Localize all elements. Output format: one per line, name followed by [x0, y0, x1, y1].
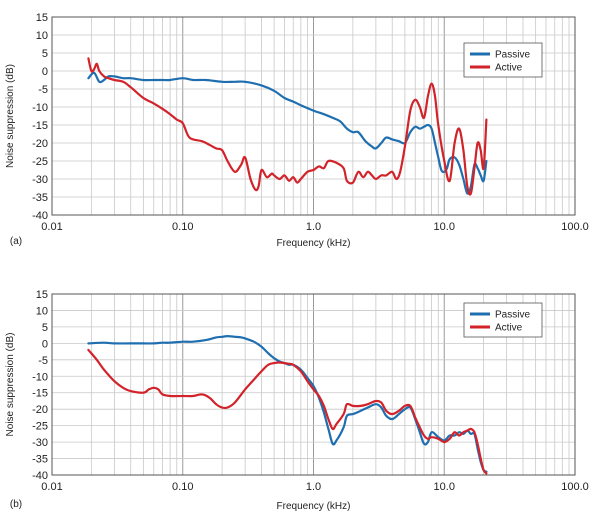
y-axis-label: Noise suppression (dB) — [5, 64, 16, 168]
y-tick-label: 10 — [36, 305, 48, 317]
plot-frame — [51, 293, 576, 476]
panel-label: (a) — [10, 236, 22, 247]
chart-panel-a: 15 10 5 0 -5 -10 -15 -20 -25 -30 -35 -400.01 0.10 1.0… — [5, 12, 589, 249]
series-line-passive — [87, 71, 488, 195]
legend-box — [463, 42, 543, 78]
x-tick-label: 0.01 — [41, 221, 62, 233]
y-tick-label: 5 — [42, 48, 48, 60]
y-tick-label: 15 — [36, 12, 48, 24]
y-tick-label: -15 — [32, 388, 48, 400]
legend-label-active: Active — [495, 63, 523, 74]
x-tick-label: 10.0 — [434, 221, 455, 233]
x-tick-label: 10.0 — [434, 481, 455, 493]
plot-frame — [51, 16, 576, 216]
chart-panel-b: 15 10 5 0 -5 -10 -15 -20 -25 -30 -35 -400.01 0.10 1.0… — [5, 289, 589, 512]
y-tick-label: -15 — [32, 120, 48, 132]
y-axis-label: Noise suppression (dB) — [5, 333, 16, 437]
series-line-active — [87, 348, 488, 475]
y-tick-label: -10 — [32, 371, 48, 383]
x-tick-label: 1.0 — [306, 221, 321, 233]
legend-label-active: Active — [495, 323, 523, 334]
x-axis-label: Frequency (kHz) — [277, 501, 351, 512]
panel-label: (b) — [10, 499, 22, 510]
y-tick-label: -25 — [32, 421, 48, 433]
x-tick-label: 100.0 — [561, 221, 589, 233]
series-line-active — [87, 57, 488, 196]
legend-box — [463, 302, 543, 338]
y-tick-label: -35 — [32, 454, 48, 466]
x-tick-label: 1.0 — [306, 481, 321, 493]
legend-label-passive: Passive — [495, 50, 530, 61]
y-tick-label: -20 — [32, 138, 48, 150]
legend: Passive Active — [463, 302, 543, 338]
y-tick-label: 0 — [42, 66, 48, 78]
legend: Passive Active — [463, 42, 543, 78]
x-axis-label: Frequency (kHz) — [277, 238, 351, 249]
x-tick-label: 0.10 — [172, 221, 193, 233]
series-line-passive — [87, 335, 488, 473]
x-tick-label: 0.10 — [172, 481, 193, 493]
y-tick-label: -30 — [32, 437, 48, 449]
y-tick-label: -20 — [32, 404, 48, 416]
y-tick-label: -35 — [32, 192, 48, 204]
y-tick-label: 0 — [42, 338, 48, 350]
y-tick-label: -40 — [32, 210, 48, 222]
legend-label-passive: Passive — [495, 310, 530, 321]
y-tick-label: -5 — [38, 84, 48, 96]
x-tick-label: 0.01 — [41, 481, 62, 493]
y-tick-label: -30 — [32, 174, 48, 186]
y-tick-label: 15 — [36, 289, 48, 301]
y-tick-label: 10 — [36, 30, 48, 42]
y-tick-label: 5 — [42, 322, 48, 334]
y-tick-label: -5 — [38, 355, 48, 367]
y-tick-label: -40 — [32, 470, 48, 482]
y-tick-label: -10 — [32, 102, 48, 114]
x-tick-label: 100.0 — [561, 481, 589, 493]
y-tick-label: -25 — [32, 156, 48, 168]
